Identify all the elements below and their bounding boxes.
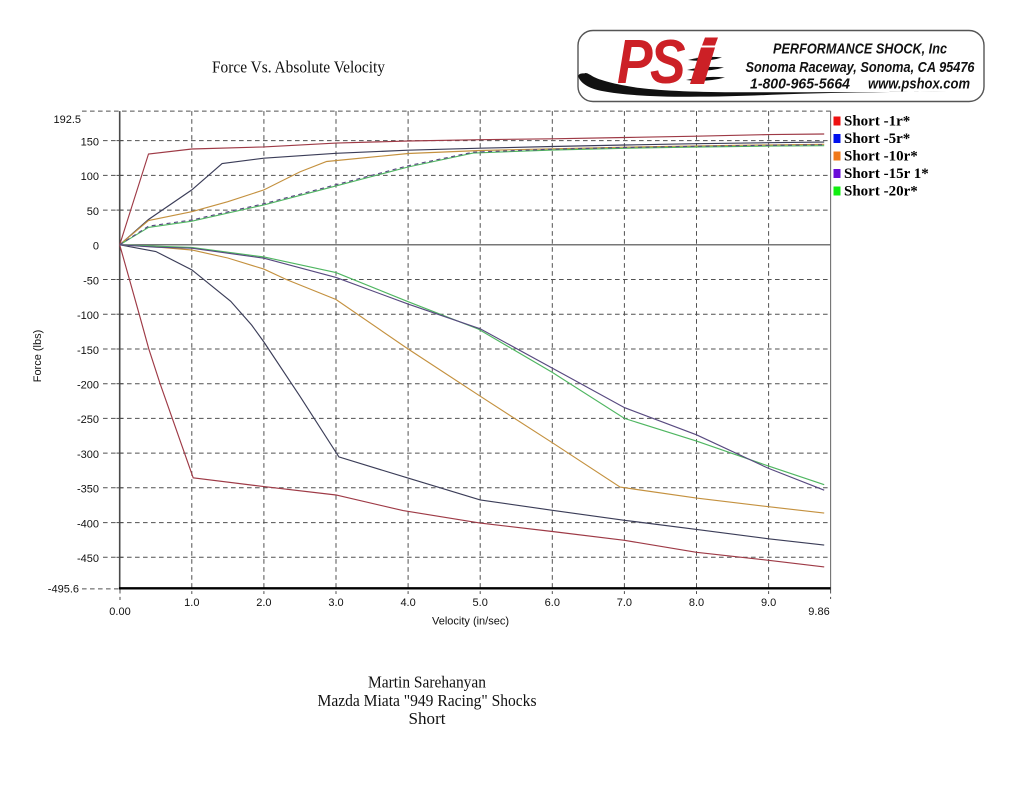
svg-text:-150: -150 — [77, 345, 99, 357]
svg-text:Short -5r*: Short -5r* — [844, 131, 910, 147]
svg-text:4.0: 4.0 — [400, 597, 415, 609]
svg-text:0.00: 0.00 — [109, 606, 130, 618]
svg-text:-450: -450 — [77, 553, 99, 565]
svg-text:-200: -200 — [77, 380, 99, 392]
svg-text:Sonoma Raceway, Sonoma, CA 954: Sonoma Raceway, Sonoma, CA 95476 — [746, 59, 976, 76]
svg-text:Short -1r*: Short -1r* — [844, 114, 910, 130]
svg-text:9.86: 9.86 — [808, 606, 829, 618]
svg-text:Short -15r 1*: Short -15r 1* — [844, 166, 929, 182]
svg-text:-250: -250 — [77, 414, 99, 426]
svg-text:Short -10r*: Short -10r* — [844, 149, 918, 165]
svg-text:Mazda Miata "949 Racing" Shock: Mazda Miata "949 Racing" Shocks — [318, 691, 537, 710]
svg-text:1-800-965-5664: 1-800-965-5664 — [750, 75, 851, 92]
svg-text:1.0: 1.0 — [184, 597, 199, 609]
svg-text:2.0: 2.0 — [256, 597, 271, 609]
svg-text:8.0: 8.0 — [689, 597, 704, 609]
svg-text:-400: -400 — [77, 518, 99, 530]
svg-text:-100: -100 — [77, 310, 99, 322]
svg-text:Force (lbs): Force (lbs) — [32, 330, 44, 383]
svg-text:5.0: 5.0 — [473, 597, 488, 609]
svg-text:-300: -300 — [77, 449, 99, 461]
svg-text:Force Vs. Absolute Velocity: Force Vs. Absolute Velocity — [212, 58, 385, 77]
svg-text:www.pshox.com: www.pshox.com — [868, 75, 970, 92]
svg-text:9.0: 9.0 — [761, 597, 776, 609]
svg-text:-50: -50 — [83, 275, 99, 287]
svg-text:-350: -350 — [77, 484, 99, 496]
svg-text:100: 100 — [81, 171, 99, 183]
svg-text:6.0: 6.0 — [545, 597, 560, 609]
svg-text:150: 150 — [81, 136, 99, 148]
svg-text:Martin Sarehanyan: Martin Sarehanyan — [368, 673, 486, 692]
svg-text:Short -20r*: Short -20r* — [844, 184, 918, 200]
svg-text:7.0: 7.0 — [617, 597, 632, 609]
svg-text:Velocity (in/sec): Velocity (in/sec) — [432, 616, 509, 628]
svg-text:Short: Short — [409, 709, 446, 728]
svg-text:3.0: 3.0 — [328, 597, 343, 609]
svg-text:-495.6: -495.6 — [48, 583, 79, 595]
svg-text:PS: PS — [617, 28, 685, 97]
svg-text:0: 0 — [93, 241, 99, 253]
svg-text:PERFORMANCE SHOCK, Inc: PERFORMANCE SHOCK, Inc — [773, 41, 948, 58]
svg-text:192.5: 192.5 — [53, 114, 81, 126]
svg-text:50: 50 — [87, 206, 99, 218]
